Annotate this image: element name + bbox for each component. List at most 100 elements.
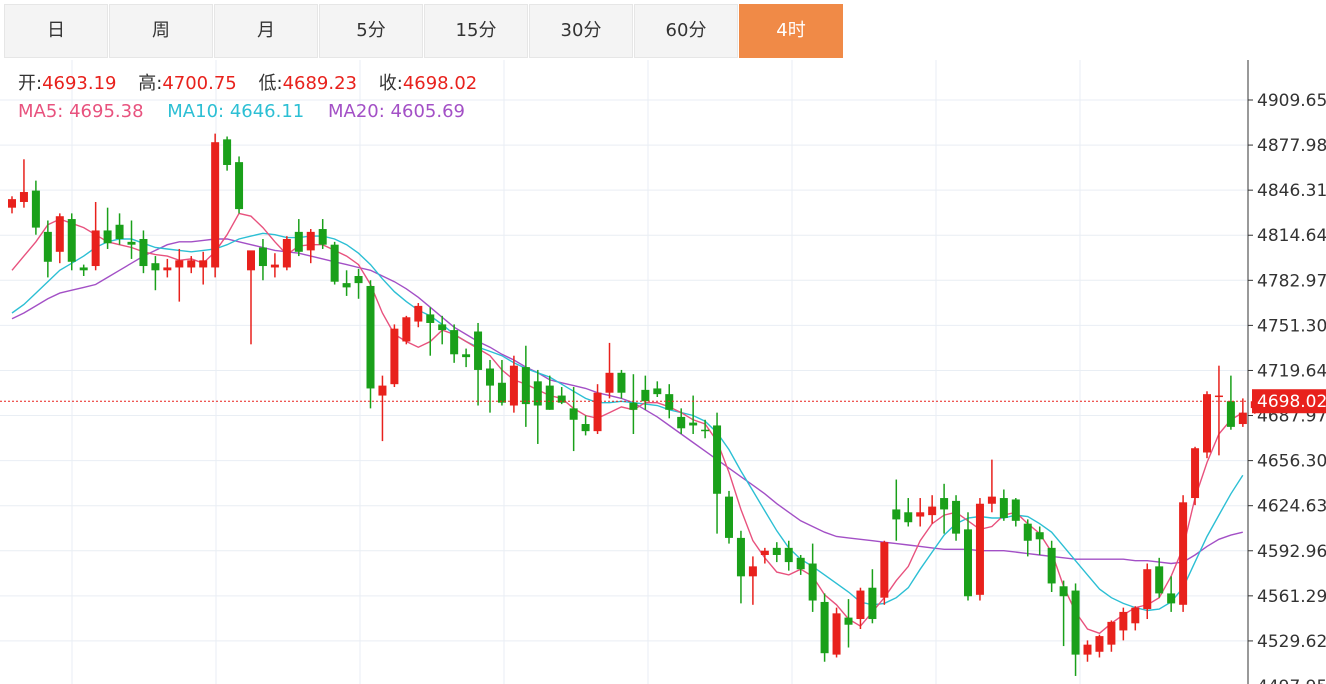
candle bbox=[67, 213, 76, 271]
candle-body bbox=[1155, 566, 1164, 594]
candle-body bbox=[928, 506, 937, 516]
candle-body bbox=[1179, 502, 1188, 605]
candle bbox=[1131, 606, 1140, 631]
candle-body bbox=[677, 416, 686, 429]
y-tick-label: 4624.63 bbox=[1257, 497, 1326, 517]
candle bbox=[211, 133, 220, 278]
candle-body bbox=[497, 382, 506, 403]
candle bbox=[856, 587, 865, 629]
candle bbox=[258, 238, 267, 281]
candle bbox=[342, 270, 351, 296]
candle-body bbox=[1047, 547, 1056, 584]
candle-body bbox=[605, 372, 614, 393]
y-tick-label: 4497.95 bbox=[1257, 677, 1326, 684]
candle bbox=[438, 315, 447, 345]
candle-body bbox=[916, 512, 925, 517]
candle bbox=[593, 384, 602, 434]
candle-body bbox=[223, 139, 232, 165]
ma20-value: 4605.69 bbox=[390, 101, 465, 122]
y-tick-label: 4592.96 bbox=[1257, 542, 1326, 562]
low-label: 低: bbox=[258, 73, 283, 94]
candle bbox=[892, 479, 901, 541]
candle bbox=[569, 387, 578, 452]
candle bbox=[354, 268, 363, 299]
ma5-label: MA5: bbox=[18, 101, 64, 122]
candle bbox=[904, 498, 913, 527]
candle-body bbox=[1214, 395, 1223, 398]
candlestick-chart[interactable]: 4909.65 4877.98 4846.31 4814.64 4782.97 4751.… bbox=[0, 60, 1326, 684]
candle-body bbox=[1119, 611, 1128, 631]
candle bbox=[163, 258, 172, 278]
tab-60min[interactable]: 60分 bbox=[634, 4, 738, 58]
candle bbox=[928, 495, 937, 524]
candle-body bbox=[8, 199, 16, 208]
candle bbox=[55, 213, 64, 264]
candle-body bbox=[545, 385, 554, 410]
candle-body bbox=[593, 392, 602, 432]
candle bbox=[235, 156, 244, 214]
price-axis: 4909.65 4877.98 4846.31 4814.64 4782.97 4751.… bbox=[1247, 60, 1326, 684]
candle bbox=[486, 359, 494, 413]
candle-body bbox=[617, 372, 626, 393]
candle bbox=[605, 342, 614, 399]
tab-day[interactable]: 日 bbox=[4, 4, 108, 58]
candle bbox=[199, 251, 208, 285]
y-tick-label: 4909.65 bbox=[1257, 91, 1326, 111]
candle-body bbox=[426, 314, 435, 323]
candle-body bbox=[760, 550, 769, 555]
ma20-readout: MA20: 4605.69 bbox=[328, 101, 465, 122]
candle bbox=[677, 408, 686, 434]
candle bbox=[426, 307, 435, 356]
tab-5min[interactable]: 5分 bbox=[319, 4, 423, 58]
candle bbox=[127, 220, 136, 259]
candle-body bbox=[1095, 636, 1104, 652]
candle-body bbox=[892, 509, 901, 520]
candle-body bbox=[19, 192, 28, 202]
candle-body bbox=[366, 285, 375, 389]
candle-body bbox=[474, 331, 483, 370]
candle bbox=[103, 207, 112, 249]
tab-month[interactable]: 月 bbox=[214, 4, 318, 58]
candle bbox=[318, 219, 327, 249]
candle-body bbox=[127, 241, 136, 245]
candle-body bbox=[450, 330, 459, 355]
candle-body bbox=[258, 247, 267, 267]
candle-body bbox=[904, 512, 913, 523]
tab-week[interactable]: 周 bbox=[109, 4, 213, 58]
moving-average-lines bbox=[11, 212, 1244, 635]
candle bbox=[689, 395, 698, 434]
candle-body bbox=[1167, 593, 1176, 604]
candle-body bbox=[103, 230, 112, 244]
candle-body bbox=[354, 275, 363, 284]
candles bbox=[8, 133, 1259, 676]
y-tick-label: 4719.64 bbox=[1257, 361, 1326, 381]
candle bbox=[1035, 526, 1044, 555]
open-value: 4693.19 bbox=[42, 73, 117, 94]
candle bbox=[581, 415, 590, 436]
candle bbox=[79, 264, 88, 276]
candle bbox=[653, 381, 662, 397]
candle-body bbox=[569, 408, 578, 420]
candle bbox=[462, 348, 471, 368]
candle-body bbox=[808, 563, 817, 601]
candle-body bbox=[390, 328, 399, 385]
tab-15min[interactable]: 15分 bbox=[424, 4, 528, 58]
tab-4hour[interactable]: 4时 bbox=[739, 4, 843, 58]
candle-body bbox=[270, 264, 279, 268]
candle bbox=[1023, 519, 1032, 557]
candle bbox=[1238, 398, 1247, 427]
candle-body bbox=[55, 216, 64, 252]
tab-30min[interactable]: 30分 bbox=[529, 4, 633, 58]
candle-body bbox=[187, 260, 196, 268]
candle-body bbox=[1143, 569, 1152, 610]
current-price-marker: 4698.02 bbox=[0, 389, 1326, 414]
candle-body bbox=[31, 190, 40, 228]
candle bbox=[533, 369, 542, 444]
candle-body bbox=[175, 260, 184, 268]
candle-body bbox=[689, 422, 698, 426]
candle bbox=[151, 256, 160, 291]
candle bbox=[1011, 498, 1020, 527]
candle bbox=[713, 412, 722, 534]
candle-body bbox=[796, 557, 805, 570]
candle bbox=[43, 220, 52, 278]
